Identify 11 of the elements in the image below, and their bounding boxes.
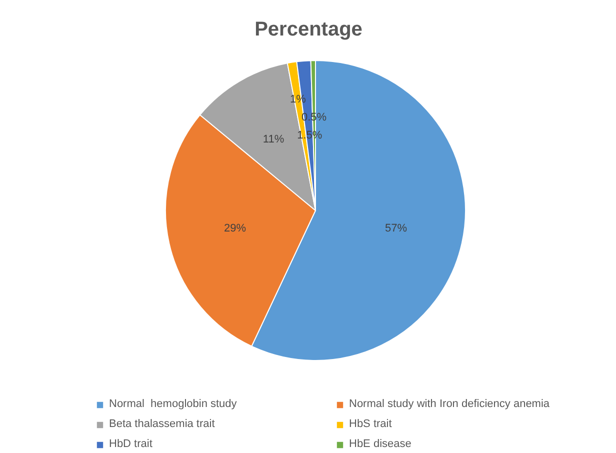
legend-label: Normal hemoglobin study: [109, 397, 238, 411]
data-label: 1%: [290, 93, 306, 106]
legend-label: Normal study with Iron deficiency anemia: [349, 397, 551, 411]
data-label: 57%: [385, 222, 408, 234]
data-label: 11%: [262, 133, 284, 146]
chart-title: Percentage: [254, 18, 362, 40]
legend-label: HbE disease: [349, 437, 412, 451]
legend-label: HbD trait: [109, 437, 154, 451]
legend-label: HbS trait: [349, 417, 393, 431]
legend-label: Beta thalassemia trait: [109, 417, 216, 431]
data-label: 29%: [224, 222, 246, 234]
